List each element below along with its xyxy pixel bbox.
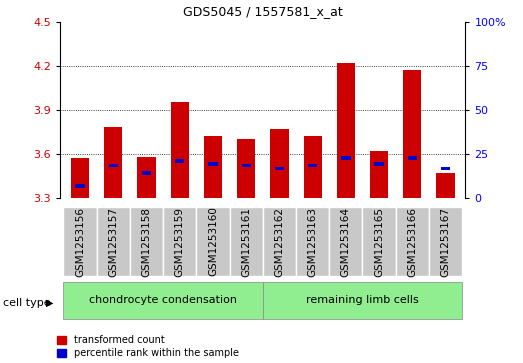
Bar xyxy=(204,136,222,198)
Text: cell type: cell type xyxy=(3,298,50,308)
Text: GSM1253163: GSM1253163 xyxy=(308,207,317,277)
Text: GSM1253159: GSM1253159 xyxy=(175,207,185,277)
Bar xyxy=(436,173,454,198)
Bar xyxy=(175,159,185,163)
Text: GSM1253162: GSM1253162 xyxy=(275,207,285,277)
Bar xyxy=(341,156,350,160)
Bar xyxy=(75,184,85,188)
FancyBboxPatch shape xyxy=(63,207,97,276)
Text: GSM1253165: GSM1253165 xyxy=(374,207,384,277)
Text: remaining limb cells: remaining limb cells xyxy=(306,294,419,305)
FancyBboxPatch shape xyxy=(429,207,462,276)
FancyBboxPatch shape xyxy=(263,282,462,319)
Bar xyxy=(370,151,388,198)
FancyBboxPatch shape xyxy=(296,207,329,276)
Bar xyxy=(308,164,317,167)
Bar xyxy=(138,157,156,198)
FancyBboxPatch shape xyxy=(230,207,263,276)
FancyBboxPatch shape xyxy=(163,207,196,276)
Bar xyxy=(337,63,355,198)
FancyBboxPatch shape xyxy=(97,207,130,276)
Text: GSM1253160: GSM1253160 xyxy=(208,207,218,277)
FancyBboxPatch shape xyxy=(196,207,230,276)
Bar xyxy=(109,164,118,167)
Bar xyxy=(142,171,151,175)
FancyBboxPatch shape xyxy=(63,282,263,319)
Text: GSM1253167: GSM1253167 xyxy=(440,207,450,277)
Bar xyxy=(275,167,284,170)
Bar xyxy=(242,164,251,167)
Title: GDS5045 / 1557581_x_at: GDS5045 / 1557581_x_at xyxy=(183,5,343,18)
Text: GSM1253166: GSM1253166 xyxy=(407,207,417,277)
Bar xyxy=(374,162,384,166)
FancyBboxPatch shape xyxy=(263,207,296,276)
FancyBboxPatch shape xyxy=(130,207,163,276)
Bar xyxy=(104,127,122,198)
Text: ▶: ▶ xyxy=(47,298,54,308)
Bar xyxy=(237,139,255,198)
FancyBboxPatch shape xyxy=(362,207,396,276)
Bar xyxy=(407,156,417,160)
FancyBboxPatch shape xyxy=(329,207,362,276)
Bar xyxy=(270,129,289,198)
Bar xyxy=(208,162,218,166)
Bar xyxy=(303,136,322,198)
Text: GSM1253158: GSM1253158 xyxy=(142,207,152,277)
Text: chondrocyte condensation: chondrocyte condensation xyxy=(89,294,237,305)
Text: GSM1253161: GSM1253161 xyxy=(241,207,251,277)
FancyBboxPatch shape xyxy=(396,207,429,276)
Text: GSM1253157: GSM1253157 xyxy=(108,207,118,277)
Text: GSM1253156: GSM1253156 xyxy=(75,207,85,277)
Bar xyxy=(170,102,189,198)
Bar xyxy=(403,70,422,198)
Text: GSM1253164: GSM1253164 xyxy=(341,207,351,277)
Legend: transformed count, percentile rank within the sample: transformed count, percentile rank withi… xyxy=(57,335,238,358)
Bar xyxy=(71,158,89,198)
Bar xyxy=(441,167,450,170)
